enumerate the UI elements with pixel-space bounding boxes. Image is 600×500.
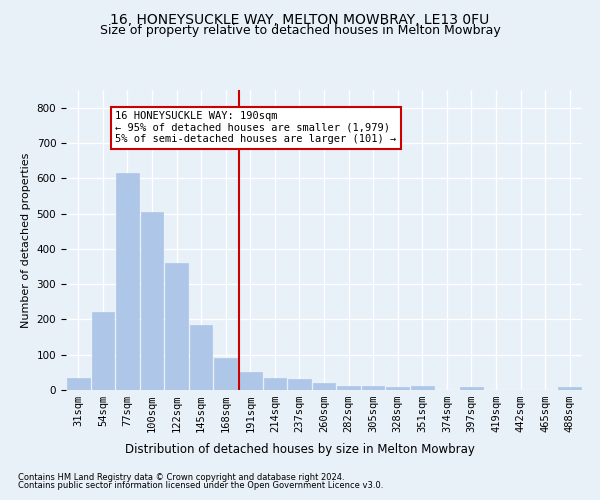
Text: Size of property relative to detached houses in Melton Mowbray: Size of property relative to detached ho… <box>100 24 500 37</box>
Bar <box>140 212 163 390</box>
Bar <box>386 387 409 390</box>
Text: Distribution of detached houses by size in Melton Mowbray: Distribution of detached houses by size … <box>125 442 475 456</box>
Bar <box>165 263 188 390</box>
Text: 16 HONEYSUCKLE WAY: 190sqm
← 95% of detached houses are smaller (1,979)
5% of se: 16 HONEYSUCKLE WAY: 190sqm ← 95% of deta… <box>115 111 397 144</box>
Bar <box>411 386 434 390</box>
Text: Contains public sector information licensed under the Open Government Licence v3: Contains public sector information licen… <box>18 481 383 490</box>
Bar <box>559 387 581 390</box>
Bar <box>190 324 212 390</box>
Bar <box>92 312 114 390</box>
Bar <box>460 387 483 390</box>
Bar <box>288 380 311 390</box>
Text: 16, HONEYSUCKLE WAY, MELTON MOWBRAY, LE13 0FU: 16, HONEYSUCKLE WAY, MELTON MOWBRAY, LE1… <box>110 12 490 26</box>
Bar <box>239 372 262 390</box>
Bar <box>116 173 139 390</box>
Bar <box>313 383 335 390</box>
Y-axis label: Number of detached properties: Number of detached properties <box>21 152 31 328</box>
Bar <box>67 378 89 390</box>
Text: Contains HM Land Registry data © Crown copyright and database right 2024.: Contains HM Land Registry data © Crown c… <box>18 472 344 482</box>
Bar <box>214 358 237 390</box>
Bar <box>362 386 385 390</box>
Bar <box>263 378 286 390</box>
Bar <box>337 386 360 390</box>
